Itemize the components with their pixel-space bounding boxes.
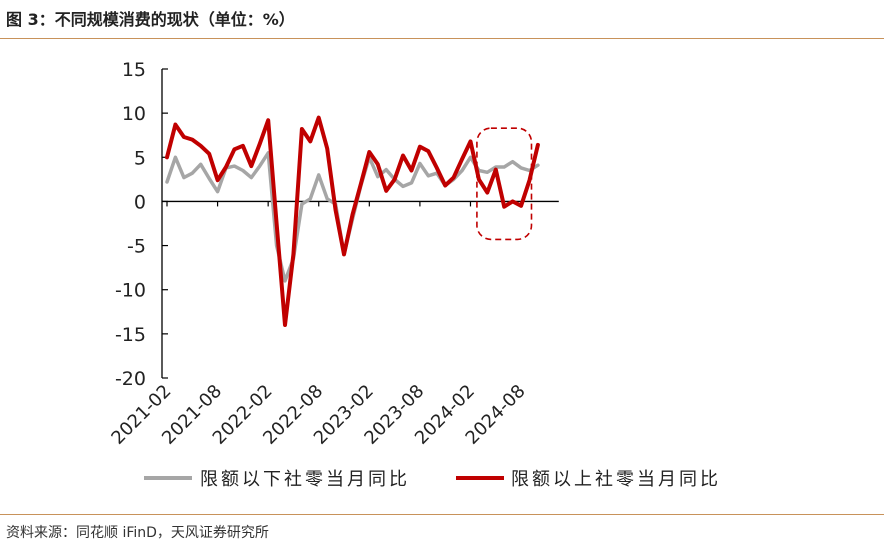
legend-label: 限额以下社零当月同比 — [200, 469, 410, 490]
highlight-box-group — [476, 127, 533, 241]
series-line-2 — [165, 115, 540, 327]
highlight-dashed-box — [476, 127, 533, 241]
y-tick-label: -20 — [115, 368, 146, 390]
chart-legend: 限额以下社零当月同比 限额以上社零当月同比 — [144, 469, 721, 490]
y-tick-label: -5 — [127, 236, 146, 258]
y-tick-label: -15 — [115, 324, 146, 346]
y-tick-label: 5 — [134, 147, 146, 169]
chart-title: 图 3：不同规模消费的现状（单位：%） — [6, 10, 295, 29]
y-tick-label: 0 — [134, 191, 146, 213]
chart-axes: 151050-5-10-15-202021-022021-082022-0220… — [107, 59, 559, 449]
legend-label: 限额以上社零当月同比 — [511, 469, 721, 490]
bottom-divider — [0, 514, 884, 515]
y-tick-label: -10 — [115, 280, 146, 302]
source-note: 资料来源：同花顺 iFinD，天风证券研究所 — [6, 525, 269, 541]
y-tick-label: 10 — [122, 103, 146, 125]
y-tick-label: 15 — [122, 59, 146, 81]
top-divider — [0, 38, 884, 39]
series-lines — [165, 115, 540, 327]
